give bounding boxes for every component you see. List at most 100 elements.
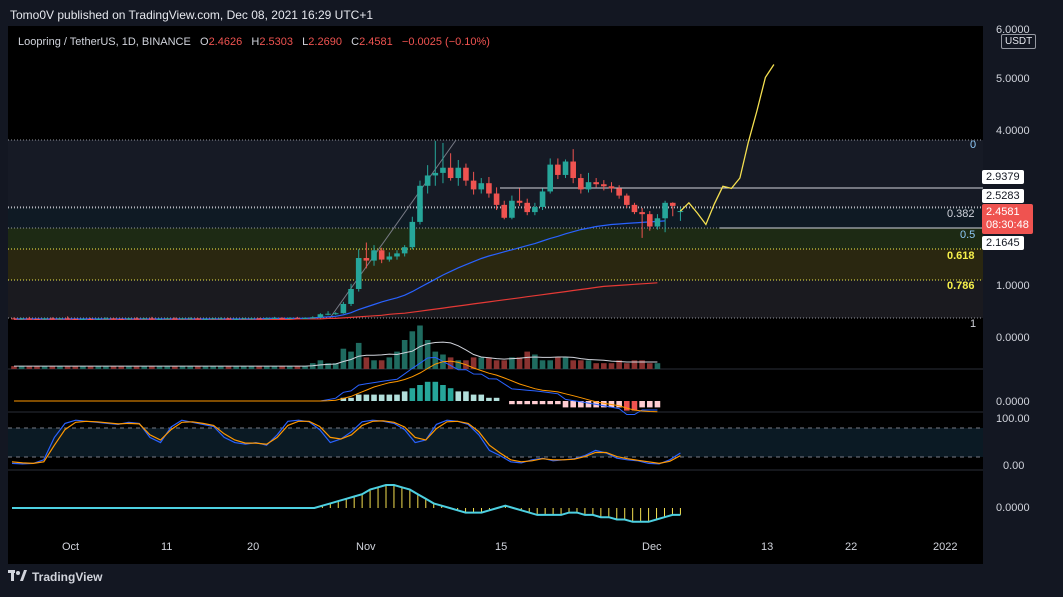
price-badge-level-1: 2.9379 — [982, 170, 1024, 184]
macd-histogram-bar — [470, 394, 477, 401]
candle-body — [677, 211, 684, 213]
volume-bar — [248, 366, 255, 369]
macd-histogram-bar — [363, 394, 370, 401]
macd-histogram-bar — [394, 394, 400, 401]
volume-bar — [578, 360, 584, 369]
macd-histogram-bar — [486, 397, 492, 401]
volume-bar — [532, 354, 538, 369]
candle-body — [11, 318, 17, 320]
volume-bar — [233, 366, 239, 369]
macd-histogram-bar — [348, 397, 354, 401]
macd-histogram-bar — [562, 401, 569, 408]
current-price: 2.4581 — [986, 206, 1020, 218]
macd-histogram-bar — [654, 401, 661, 408]
volume-bar — [332, 363, 339, 369]
volume-bar — [654, 363, 661, 369]
volume-bar — [118, 366, 125, 369]
candle-body — [355, 258, 362, 289]
macd-histogram-bar — [524, 401, 531, 405]
low-key: L — [302, 36, 309, 48]
candle-body — [294, 317, 301, 319]
candle-body — [394, 253, 400, 257]
candle-body — [646, 214, 653, 227]
volume-bar — [524, 351, 531, 369]
price-tick-4: 4.0000 — [996, 125, 1030, 137]
volume-bar — [455, 360, 462, 369]
candle-body — [547, 164, 553, 192]
candle-body — [41, 318, 48, 320]
volume-bar — [87, 366, 94, 369]
candle-body — [72, 318, 79, 320]
macd-histogram-bar — [440, 385, 446, 401]
candle-body — [317, 314, 324, 318]
time-label-2022: 2022 — [933, 541, 958, 553]
candle-body — [302, 317, 308, 319]
ma-blue-line — [14, 220, 666, 320]
volume-bar — [646, 363, 653, 369]
macd-histogram-bar — [401, 391, 408, 401]
price-badge-level-3: 2.1645 — [982, 236, 1024, 250]
volume-bar — [601, 363, 607, 369]
candle-body — [447, 167, 454, 179]
macd-histogram-bar — [447, 388, 454, 401]
candle-body — [532, 206, 538, 213]
candle-body — [639, 212, 645, 215]
candle-body — [286, 317, 293, 319]
candle-body — [440, 167, 446, 173]
unit-button[interactable]: USDT — [1001, 34, 1037, 49]
candle-body — [509, 200, 515, 218]
candle-body — [631, 204, 638, 213]
candle-body — [149, 318, 155, 320]
candle-body — [463, 167, 469, 181]
open-key: O — [200, 36, 209, 48]
time-label-20: 20 — [247, 541, 260, 553]
macd-histogram-bar — [639, 401, 645, 408]
candle-body — [225, 318, 232, 320]
volume-bar — [616, 360, 622, 369]
fib-label-0: 0 — [970, 139, 977, 151]
volume-bar — [141, 366, 148, 369]
volume-bar — [172, 366, 178, 369]
macd-histogram-bar — [417, 385, 423, 401]
time-label-dec: Dec — [642, 541, 662, 553]
volume-bar — [555, 357, 561, 369]
volume-bar — [95, 366, 102, 369]
candle-body — [578, 178, 584, 190]
osc-tick: 0.0000 — [996, 502, 1030, 514]
price-tick-6: 6.0000 — [996, 24, 1030, 36]
candle-body — [64, 318, 71, 320]
candle-body — [279, 317, 285, 319]
volume-bar — [409, 331, 416, 369]
fib-label-0786: 0.786 — [947, 280, 975, 292]
candle-body — [593, 182, 599, 185]
macd-histogram-bar — [386, 394, 393, 401]
candle-body — [601, 184, 607, 187]
volume-bar — [539, 360, 546, 369]
volume-bar — [593, 363, 599, 369]
macd-histogram-bar — [355, 394, 362, 401]
macd-histogram-bar — [424, 381, 431, 401]
tradingview-footer[interactable]: TradingView — [8, 570, 102, 585]
macd-histogram-bar — [478, 394, 485, 401]
candle-body — [616, 188, 622, 196]
price-axis[interactable] — [983, 26, 1063, 564]
candle-body — [401, 247, 408, 254]
candle-body — [34, 318, 40, 320]
volume-bar — [286, 366, 293, 369]
volume-bar — [41, 366, 48, 369]
volume-bar — [49, 366, 56, 369]
bar-countdown: 08:30:48 — [986, 219, 1029, 231]
candle-body — [417, 185, 423, 222]
volume-bar — [195, 366, 201, 369]
candle-body — [164, 318, 170, 320]
volume-bar — [11, 366, 17, 369]
change-value: −0.0025 (−0.10%) — [401, 36, 490, 48]
candle-body — [87, 318, 94, 320]
volume-bar — [80, 366, 86, 369]
candle-body — [325, 313, 331, 315]
candle-body — [233, 318, 239, 320]
time-label-nov: Nov — [356, 541, 376, 553]
tradingview-logo-icon — [8, 570, 28, 585]
candle-body — [516, 200, 523, 203]
